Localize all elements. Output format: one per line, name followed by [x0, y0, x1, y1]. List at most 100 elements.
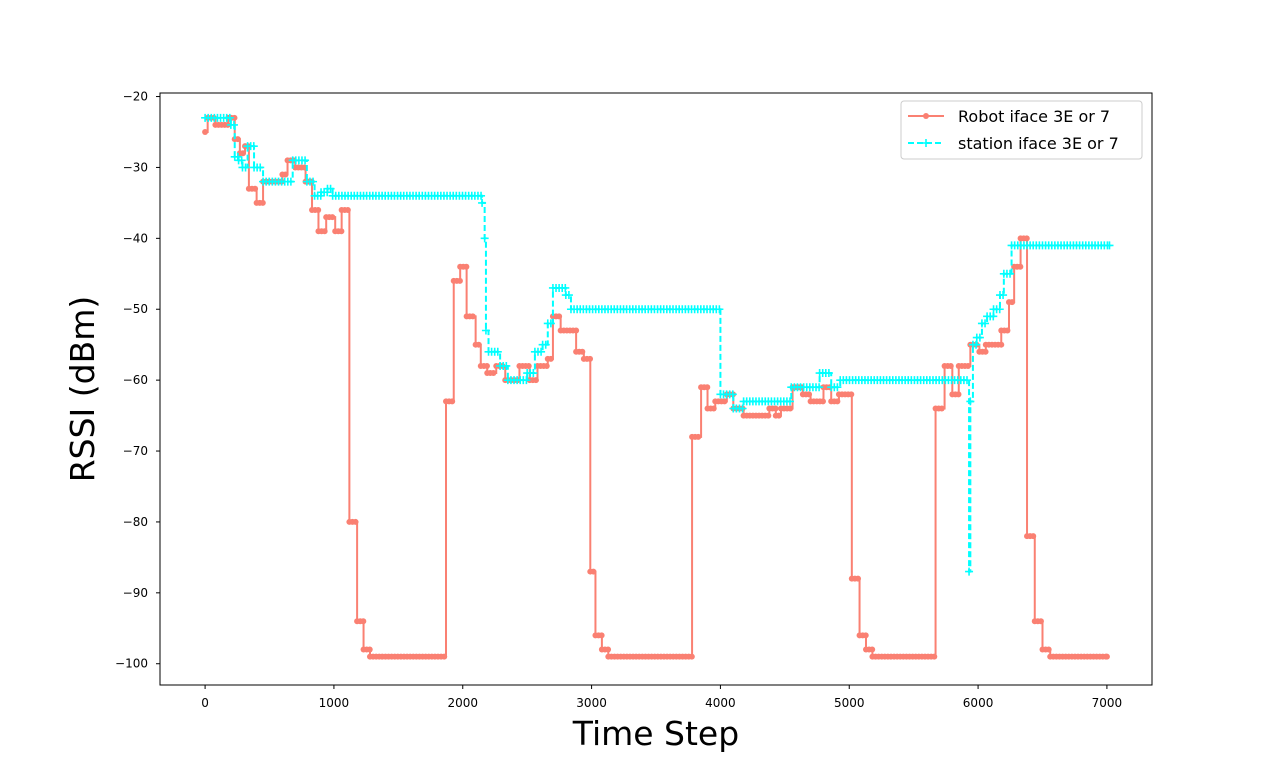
data-point: [441, 653, 448, 660]
data-point: [579, 348, 586, 355]
x-tick-label: 1000: [319, 696, 350, 710]
data-point: [947, 362, 954, 369]
data-point: [1030, 533, 1037, 540]
y-axis-label: RSSI (dBm): [63, 296, 102, 483]
data-point: [695, 433, 702, 440]
data-point: [478, 198, 487, 207]
data-point: [493, 347, 502, 356]
x-tick-label: 4000: [705, 696, 736, 710]
data-point: [982, 348, 989, 355]
data-point: [480, 234, 489, 243]
data-point: [1004, 327, 1011, 334]
series-robot: [202, 114, 1110, 660]
series-station: [201, 113, 1114, 576]
data-point: [366, 646, 373, 653]
data-point: [772, 405, 779, 412]
data-point: [537, 347, 546, 356]
data-point: [475, 341, 482, 348]
data-point: [833, 383, 842, 392]
y-tick-label: −60: [123, 373, 148, 387]
data-point: [490, 370, 497, 377]
data-point: [522, 376, 531, 385]
data-point: [715, 305, 724, 314]
y-tick-label: −40: [123, 231, 148, 245]
data-point: [469, 313, 476, 320]
data-point: [938, 405, 945, 412]
data-point: [738, 404, 747, 413]
x-axis-label: Time Step: [572, 714, 739, 753]
y-tick-label: −20: [123, 90, 148, 104]
data-point: [241, 163, 250, 172]
data-point: [532, 377, 539, 384]
data-point: [688, 653, 695, 660]
data-point: [456, 277, 463, 284]
data-point: [239, 150, 246, 157]
y-tick-label: −90: [123, 586, 148, 600]
data-point: [862, 632, 869, 639]
data-point: [819, 398, 826, 405]
data-point: [231, 114, 238, 121]
data-point: [256, 163, 265, 172]
legend-swatch-marker: [922, 139, 930, 147]
data-point: [765, 412, 772, 419]
data-point: [547, 355, 554, 362]
plot-area: [201, 113, 1114, 660]
y-tick-label: −30: [123, 160, 148, 174]
data-point: [587, 355, 594, 362]
data-point: [315, 206, 322, 213]
y-tick-label: −80: [123, 515, 148, 529]
data-point: [1103, 653, 1110, 660]
data-point: [463, 263, 470, 270]
data-point: [855, 575, 862, 582]
data-point: [955, 391, 962, 398]
data-point: [321, 228, 328, 235]
data-point: [605, 646, 612, 653]
data-point: [787, 405, 794, 412]
x-tick-label: 6000: [963, 696, 994, 710]
data-point: [590, 568, 597, 575]
data-point: [598, 632, 605, 639]
axes-frame: [159, 92, 1153, 686]
legend-item: station iface 3E or 7: [908, 134, 1119, 153]
data-point: [329, 214, 336, 221]
data-point: [1023, 235, 1030, 242]
legend-item: Robot iface 3E or 7: [908, 107, 1110, 126]
data-point: [1105, 241, 1114, 250]
x-axis: 0 1000 2000 3000 4000 5000 6000 7000: [201, 685, 1122, 710]
data-point: [1006, 269, 1015, 278]
data-point: [995, 305, 1004, 314]
data-point: [1017, 263, 1024, 270]
data-point: [449, 398, 456, 405]
data-point: [573, 327, 580, 334]
data-point: [848, 391, 855, 398]
data-point: [546, 319, 555, 328]
data-point: [710, 405, 717, 412]
data-point: [998, 341, 1005, 348]
data-point: [338, 228, 345, 235]
data-point: [309, 177, 318, 186]
data-point: [834, 398, 841, 405]
data-point: [966, 397, 975, 406]
data-point: [815, 383, 824, 392]
data-point: [962, 376, 971, 385]
data-point: [1009, 299, 1016, 306]
data-point: [344, 206, 351, 213]
data-point: [543, 362, 550, 369]
data-point: [229, 120, 238, 129]
x-tick-label: 5000: [834, 696, 865, 710]
data-point: [360, 618, 367, 625]
data-point: [286, 177, 295, 186]
data-point: [237, 156, 246, 165]
data-point: [721, 398, 728, 405]
data-point: [282, 171, 289, 178]
data-point: [301, 156, 310, 165]
data-point: [975, 333, 984, 342]
legend-box: [900, 100, 1143, 160]
data-point: [249, 142, 258, 151]
x-tick-label: 7000: [1092, 696, 1123, 710]
data-point: [561, 283, 570, 292]
data-point: [1037, 618, 1044, 625]
x-tick-label: 2000: [447, 696, 478, 710]
data-point: [481, 326, 490, 335]
